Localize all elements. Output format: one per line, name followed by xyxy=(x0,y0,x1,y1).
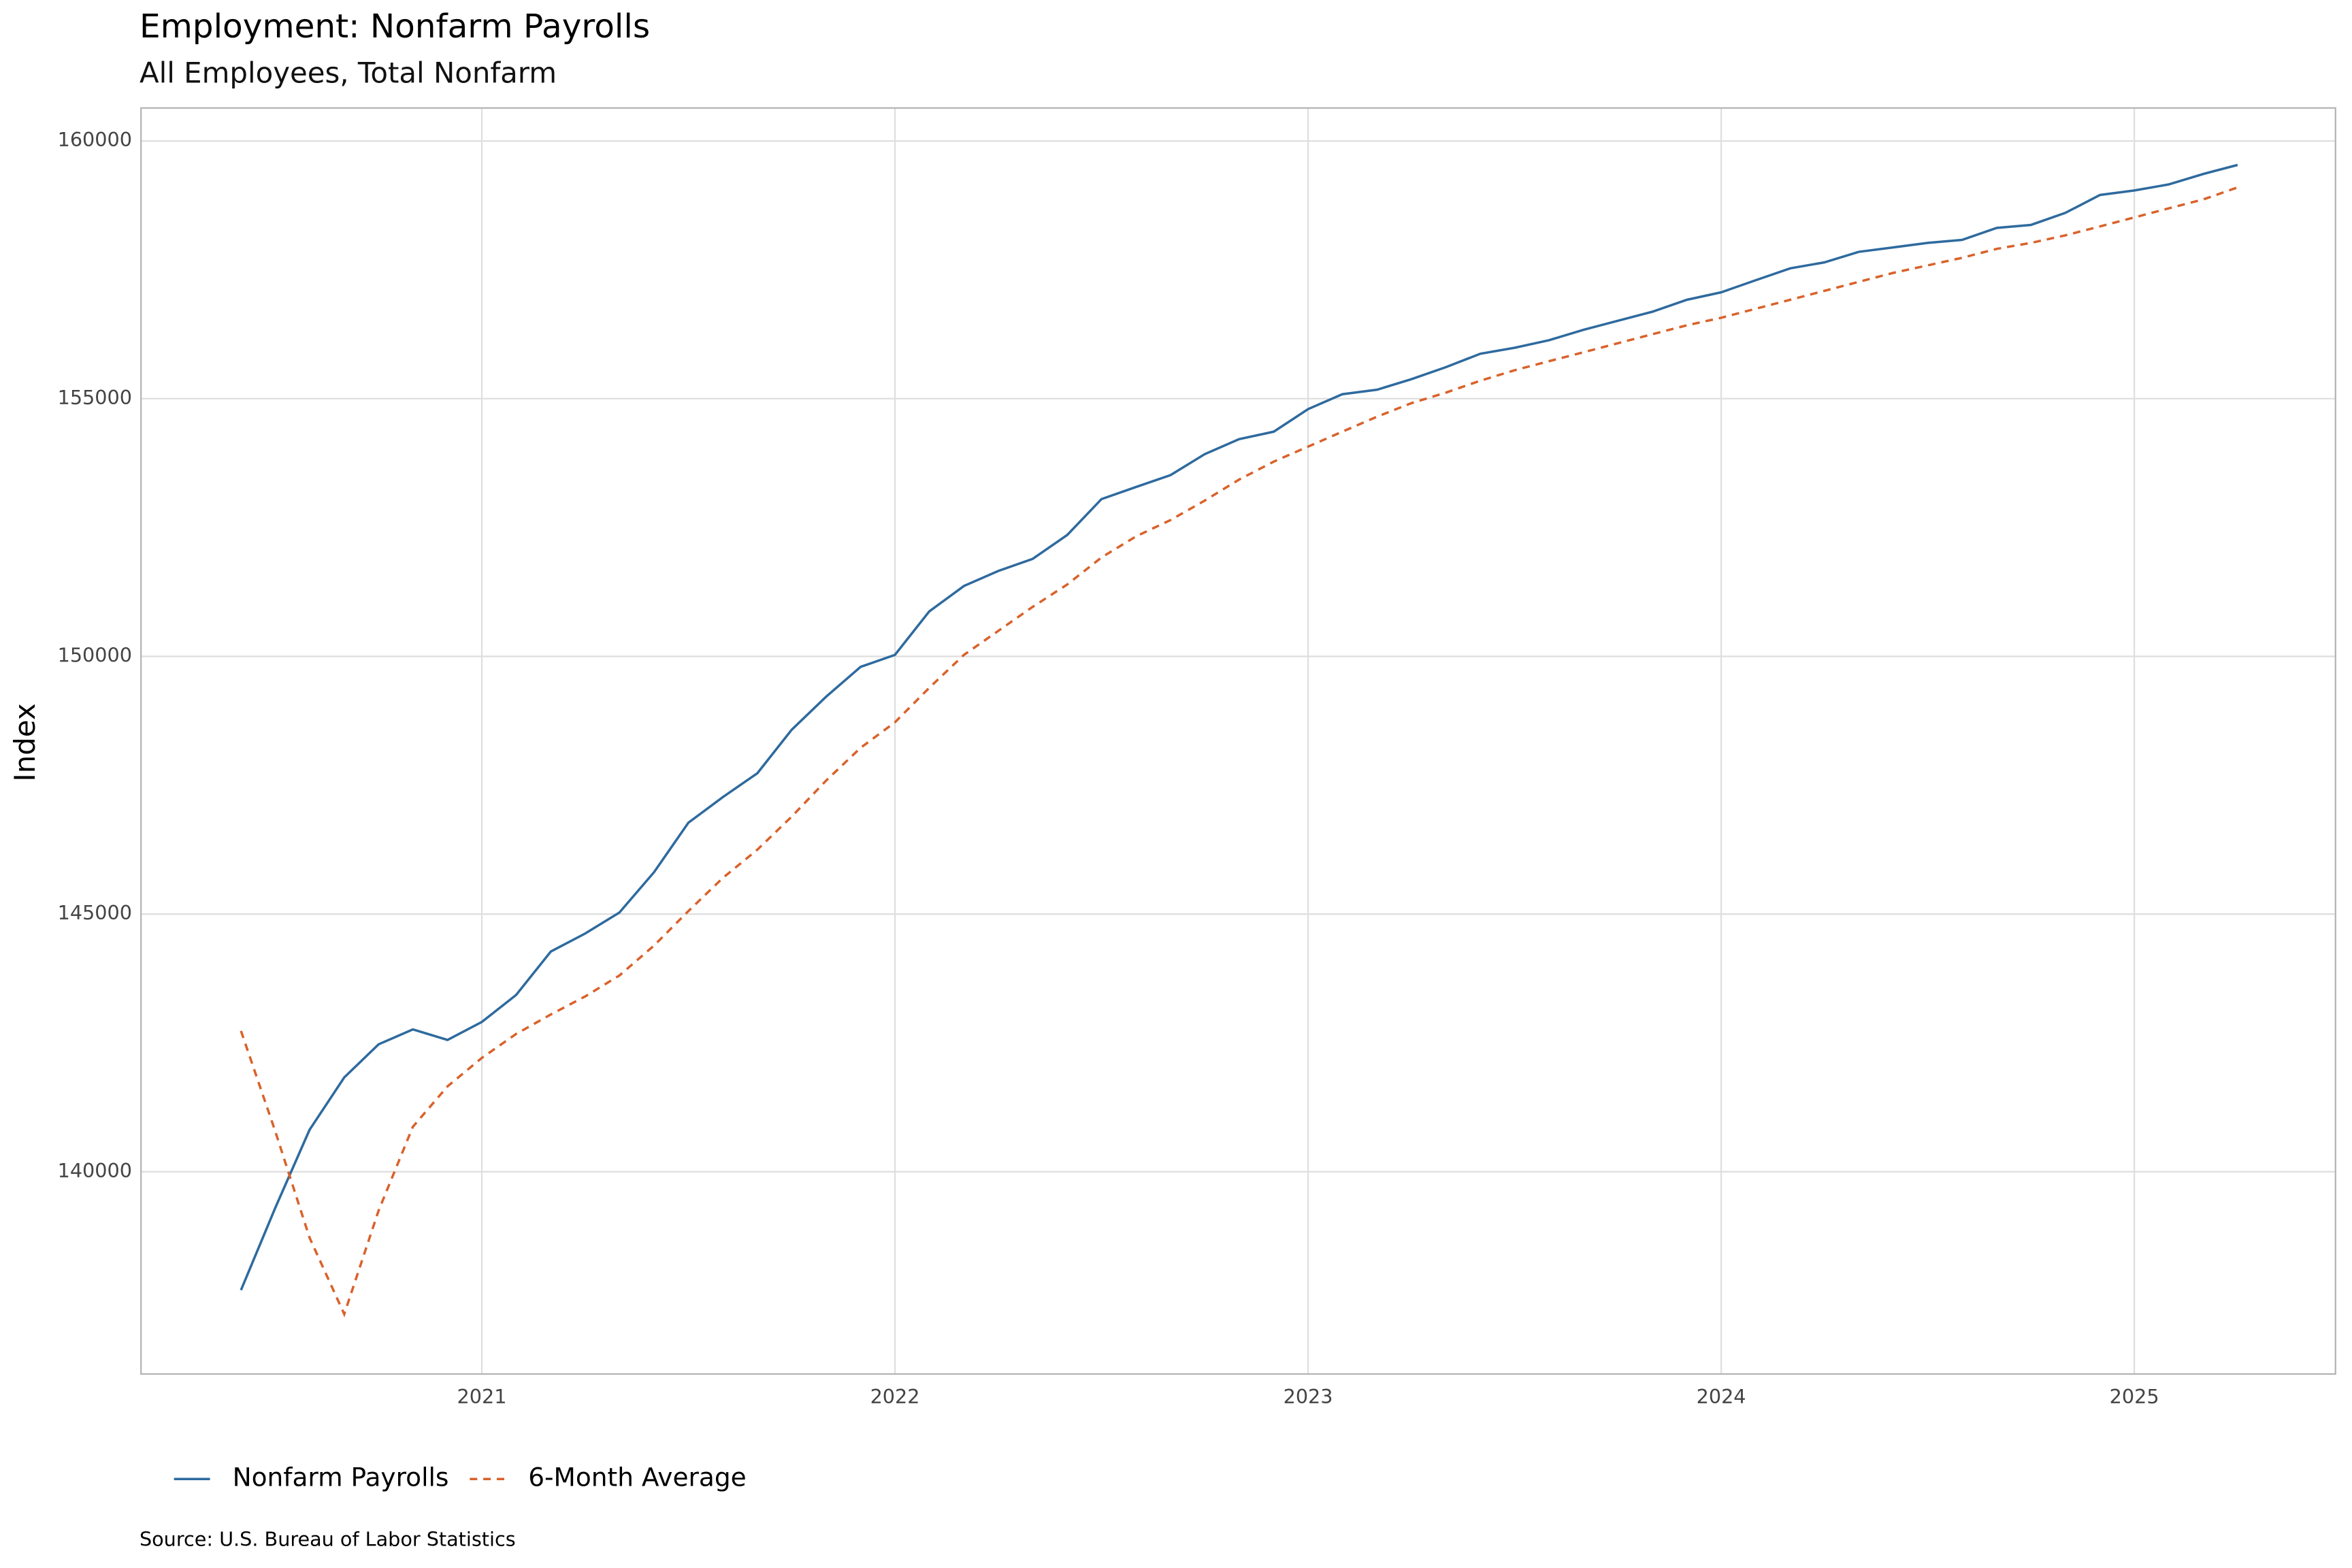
x-tick-label: 2024 xyxy=(1697,1385,1746,1408)
x-tick-label: 2025 xyxy=(2110,1385,2159,1408)
chart-subtitle: All Employees, Total Nonfarm xyxy=(140,56,557,90)
x-tick-label: 2021 xyxy=(457,1385,507,1408)
y-tick-label: 145000 xyxy=(58,901,132,924)
x-tick-label: 2022 xyxy=(870,1385,920,1408)
series-line xyxy=(240,163,2238,1291)
y-tick-label: 160000 xyxy=(58,128,132,151)
y-tick-label: 150000 xyxy=(58,643,132,666)
legend-label: 6-Month Average xyxy=(528,1463,746,1492)
x-tick-label: 2023 xyxy=(1284,1385,1333,1408)
y-tick-label: 155000 xyxy=(58,386,132,409)
y-tick-label: 140000 xyxy=(58,1159,132,1182)
source-note: Source: U.S. Bureau of Labor Statistics xyxy=(140,1528,516,1551)
plot-border xyxy=(140,107,2336,1375)
legend-label: Nonfarm Payrolls xyxy=(233,1463,449,1492)
y-axis-title: Index xyxy=(8,703,42,781)
chart-title: Employment: Nonfarm Payrolls xyxy=(140,7,650,46)
series-line xyxy=(240,186,2238,1318)
